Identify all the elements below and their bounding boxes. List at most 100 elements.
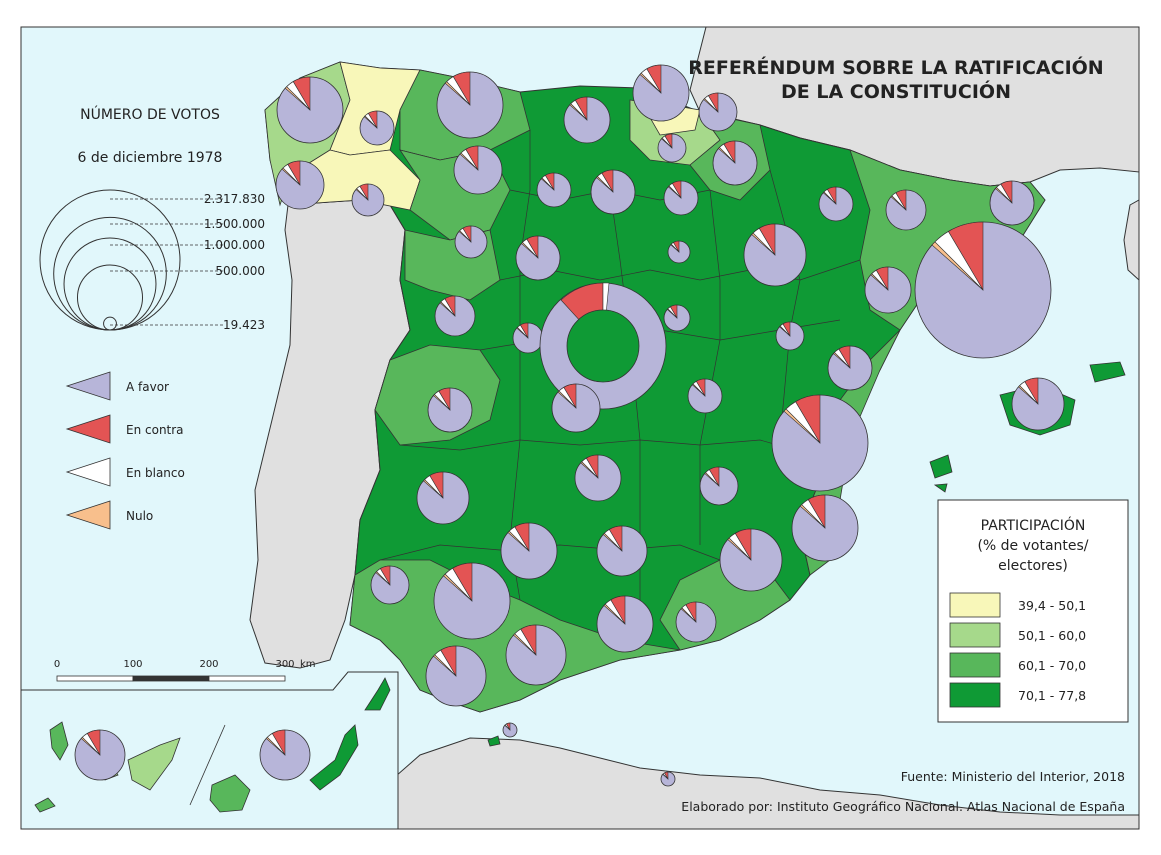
province-pie	[663, 304, 691, 332]
province-pie	[712, 140, 758, 186]
province-pie	[699, 466, 739, 506]
pie-legend-label: En blanco	[126, 466, 185, 480]
pie-nulo-slice	[513, 633, 537, 656]
province-pie	[885, 189, 927, 231]
pie-nulo-slice	[779, 325, 791, 337]
participation-class: 70,1 - 77,8	[949, 682, 1086, 708]
fuerteventura-island	[309, 724, 359, 791]
pie-nulo-slice	[580, 461, 599, 479]
pie-nulo-slice	[439, 301, 456, 317]
madrid-donut-hole	[566, 309, 640, 383]
pie-nulo-slice	[423, 479, 444, 499]
pie-nulo-slice	[284, 86, 311, 111]
province-pie	[259, 729, 311, 781]
pie-nulo-slice	[603, 603, 626, 625]
province-pie	[500, 522, 558, 580]
pie-nulo-slice	[80, 736, 101, 756]
province-pies	[74, 64, 1065, 787]
province-pie	[425, 645, 487, 707]
votes-legend-title: NÚMERO DE VOTOS	[80, 105, 220, 123]
province-pie	[515, 235, 561, 281]
legend-wedge-icon	[65, 457, 111, 487]
province-pie	[657, 133, 687, 163]
scale-tick-100: 100	[123, 659, 142, 670]
pie-nulo-slice	[504, 724, 511, 731]
pie-nulo-slice	[459, 152, 479, 171]
formentera-island	[933, 483, 948, 493]
province-pie	[719, 528, 783, 592]
size-legend-label: 19.423	[223, 318, 265, 332]
la-palma-island	[49, 721, 69, 761]
canary-inset-divider	[189, 724, 226, 806]
province-pie	[453, 145, 503, 195]
province-pie	[427, 387, 473, 433]
pie-nulo-slice	[521, 242, 539, 259]
votes-legend-date: 6 de diciembre 1978	[78, 150, 223, 166]
province-pie	[436, 71, 504, 139]
province-pie	[370, 565, 410, 605]
pie-nulo-slice	[507, 530, 530, 552]
pie-nulo-slice	[602, 532, 623, 552]
scale-unit: km	[300, 659, 316, 670]
participation-legend-subtitle-1: (% de votantes/	[977, 538, 1088, 554]
pie-legend-label: En contra	[126, 423, 184, 437]
participation-legend-title: PARTICIPACIÓN	[981, 516, 1086, 534]
scale-tick-200: 200	[199, 659, 218, 670]
province-pie	[1011, 377, 1065, 431]
ceuta-land	[487, 735, 501, 747]
province-pie	[775, 321, 805, 351]
pie-legend-item: En blanco	[65, 457, 185, 487]
province-pie	[351, 183, 385, 217]
ibiza-island	[929, 454, 953, 479]
gran-canaria-island	[209, 774, 251, 813]
province-pie	[771, 394, 869, 492]
participation-swatch	[949, 652, 1001, 678]
province-pie	[505, 624, 567, 686]
province-pie	[276, 76, 344, 144]
province-pie	[675, 601, 717, 643]
pie-nulo-slice	[667, 185, 682, 199]
corsica-land	[1123, 199, 1140, 282]
pie-nulo-slice	[703, 98, 719, 113]
pie-nulo-slice	[995, 187, 1013, 204]
province-pie	[791, 494, 859, 562]
pie-nulo-slice	[639, 72, 662, 94]
pie-nulo-slice	[931, 241, 984, 291]
pie-nulo-slice	[822, 191, 837, 205]
credit-text: Elaborado por: Instituto Geográfico Naci…	[681, 799, 1125, 814]
pie-nulo-slice	[433, 394, 451, 411]
participation-label: 70,1 - 77,8	[1018, 688, 1086, 703]
province-pie	[275, 160, 325, 210]
toledo-pie	[551, 383, 601, 433]
menorca-island	[1089, 361, 1126, 383]
pie-nulo-slice	[662, 773, 669, 780]
participation-class: 60,1 - 70,0	[949, 652, 1086, 678]
province-pie	[590, 169, 636, 215]
madrid-pie	[539, 282, 667, 410]
pie-nulo-slice	[540, 177, 555, 191]
pie-nulo-slice	[433, 654, 457, 677]
participation-swatch	[949, 592, 1001, 618]
participation-swatch	[949, 622, 1001, 648]
province-pie	[818, 186, 854, 222]
el-hierro-island	[34, 797, 56, 813]
province-pie	[536, 172, 572, 208]
participation-label: 50,1 - 60,0	[1018, 628, 1086, 643]
participation-class: 50,1 - 60,0	[949, 622, 1086, 648]
legend-wedge-icon	[65, 500, 111, 530]
province-pie	[74, 729, 126, 781]
size-legend-circles: 2.317.830 1.500.000 1.000.000 500.000 19.423	[39, 189, 265, 332]
pie-nulo-slice	[718, 147, 736, 164]
pie-nulo-slice	[799, 504, 826, 529]
province-pie	[687, 378, 723, 414]
pie-color-legend: A favor En contra En blanco Nulo	[65, 371, 185, 530]
pie-nulo-slice	[691, 383, 706, 397]
province-pie	[416, 471, 470, 525]
pie-nulo-slice	[680, 607, 697, 623]
size-legend-label: 500.000	[215, 264, 265, 278]
participation-legend-subtitle-2: electores)	[998, 558, 1068, 574]
participation-classes: 39,4 - 50,1 50,1 - 60,0 60,1 - 70,0 70,1 - …	[949, 592, 1086, 708]
size-legend-label: 1.000.000	[204, 238, 265, 252]
pie-nulo-slice	[727, 537, 752, 561]
